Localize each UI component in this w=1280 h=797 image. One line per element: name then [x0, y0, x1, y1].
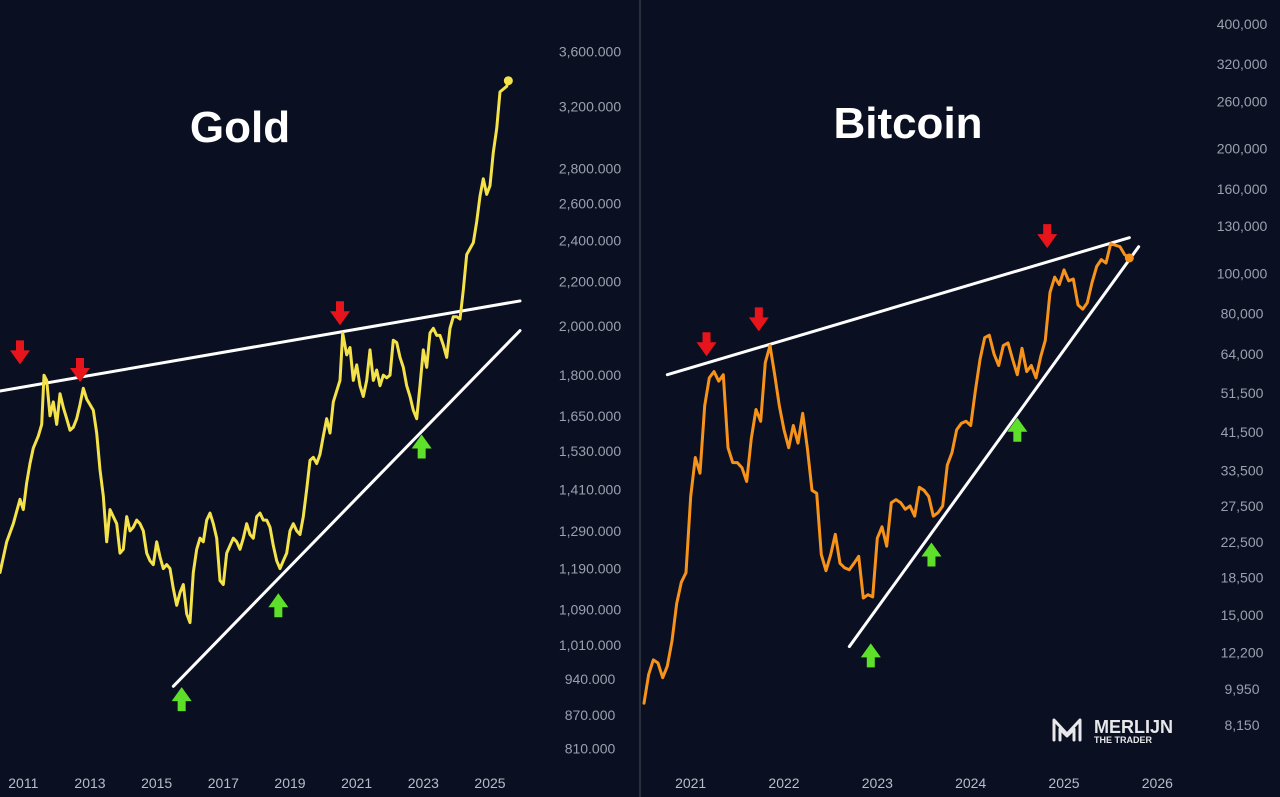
merlijn-m-logo-icon: [1052, 718, 1082, 742]
btc-y-tick-label: 320,000: [1217, 56, 1268, 72]
btc-resistance-trend-line: [665, 236, 1131, 377]
btc-y-tick-label: 8,150: [1224, 717, 1259, 733]
gold-trend-lines: [0, 299, 522, 688]
gold-arrow-markers: [10, 301, 432, 712]
gold-y-tick-label: 1,290.000: [559, 523, 621, 539]
gold-arrow-up-icon: [268, 593, 289, 618]
gold-last-price-dot: [503, 76, 513, 86]
gold-y-tick-label: 3,200.000: [559, 98, 621, 114]
btc-y-tick-label: 100,000: [1217, 265, 1268, 281]
btc-y-tick-label: 18,500: [1221, 569, 1264, 585]
merlijn-logo: MERLIJN THE TRADER: [1052, 717, 1173, 745]
btc-x-tick-label: 2022: [768, 775, 799, 791]
gold-resistance-trend-line: [0, 299, 522, 393]
bitcoin-price-series: [642, 242, 1134, 705]
gold-x-tick-label: 2013: [74, 775, 105, 791]
btc-x-tick-label: 2026: [1142, 775, 1173, 791]
gold-chart-panel: Gold 3,600.000 3,200.000 2,800.000 2,600.00…: [0, 43, 621, 791]
bitcoin-x-axis: 2021 2022 2023 2024 2025 2026: [675, 775, 1173, 791]
btc-y-tick-label: 22,500: [1221, 534, 1264, 550]
btc-arrow-up-icon: [1007, 417, 1028, 442]
gold-y-tick-label: 1,530.000: [559, 443, 621, 459]
gold-x-tick-label: 2025: [474, 775, 505, 791]
gold-y-tick-label: 1,650.000: [559, 408, 621, 424]
gold-y-tick-label: 2,200.000: [559, 273, 621, 289]
gold-price-series: [0, 76, 513, 625]
gold-chart-title: Gold: [190, 103, 290, 152]
gold-x-tick-label: 2017: [208, 775, 239, 791]
gold-y-tick-label: 2,000.000: [559, 318, 621, 334]
btc-arrow-down-icon: [696, 332, 717, 357]
gold-x-tick-label: 2021: [341, 775, 372, 791]
btc-arrow-up-icon: [921, 542, 942, 567]
btc-y-tick-label: 41,500: [1221, 424, 1264, 440]
gold-arrow-up-icon: [171, 687, 192, 712]
btc-y-tick-label: 27,500: [1221, 498, 1264, 514]
gold-x-tick-label: 2011: [8, 775, 38, 791]
btc-y-tick-label: 400,000: [1217, 16, 1268, 32]
bitcoin-chart-panel: Bitcoin 400,000 320,000 260,000 200,000 160,…: [642, 16, 1268, 791]
btc-arrow-up-icon: [860, 643, 881, 668]
logo-tagline: THE TRADER: [1094, 735, 1152, 745]
gold-y-tick-label: 810.000: [565, 740, 616, 756]
btc-support-trend-line: [847, 245, 1141, 649]
btc-arrow-down-icon: [748, 307, 769, 332]
btc-y-tick-label: 200,000: [1217, 141, 1268, 157]
btc-y-tick-label: 80,000: [1221, 306, 1264, 322]
gold-arrow-down-icon: [10, 340, 30, 365]
gold-y-tick-label: 1,410.000: [559, 481, 621, 497]
gold-y-tick-label: 2,800.000: [559, 161, 621, 177]
btc-y-tick-label: 12,200: [1221, 644, 1264, 660]
gold-support-trend-line: [171, 329, 522, 688]
gold-arrow-down-icon: [70, 358, 90, 383]
gold-x-axis: 2011 2013 2015 2017 2019 2021 2023 2025: [8, 775, 506, 791]
gold-y-tick-label: 2,400.000: [559, 233, 621, 249]
gold-price-line: [0, 79, 510, 625]
gold-x-tick-label: 2019: [274, 775, 305, 791]
gold-y-tick-label: 1,090.000: [559, 602, 621, 618]
logo-name: MERLIJN: [1094, 717, 1173, 737]
gold-arrow-down-icon: [330, 301, 350, 326]
gold-y-tick-label: 940.000: [565, 671, 616, 687]
gold-y-tick-label: 1,800.000: [559, 367, 621, 383]
btc-y-tick-label: 64,000: [1221, 346, 1264, 362]
gold-x-tick-label: 2015: [141, 775, 172, 791]
btc-y-tick-label: 9,950: [1224, 681, 1259, 697]
btc-y-tick-label: 15,000: [1221, 607, 1264, 623]
btc-arrow-down-icon: [1037, 224, 1058, 249]
gold-y-tick-label: 870.000: [565, 707, 616, 723]
gold-y-tick-label: 2,600.000: [559, 195, 621, 211]
btc-x-tick-label: 2021: [675, 775, 706, 791]
gold-y-axis: 3,600.000 3,200.000 2,800.000 2,600.000 2,40…: [559, 43, 621, 756]
bitcoin-trend-lines: [665, 236, 1141, 649]
btc-price-line: [642, 242, 1131, 705]
btc-y-tick-label: 260,000: [1217, 93, 1268, 109]
gold-x-tick-label: 2023: [408, 775, 439, 791]
gold-y-tick-label: 1,010.000: [559, 637, 621, 653]
btc-x-tick-label: 2025: [1048, 775, 1079, 791]
bitcoin-chart-title: Bitcoin: [833, 99, 982, 148]
btc-y-tick-label: 160,000: [1217, 181, 1268, 197]
btc-x-tick-label: 2023: [862, 775, 893, 791]
btc-y-tick-label: 130,000: [1217, 218, 1268, 234]
btc-y-tick-label: 33,500: [1221, 462, 1264, 478]
btc-y-tick-label: 51,500: [1221, 385, 1264, 401]
btc-last-price-dot: [1124, 253, 1134, 263]
btc-x-tick-label: 2024: [955, 775, 986, 791]
gold-arrow-up-icon: [411, 434, 432, 459]
gold-y-tick-label: 3,600.000: [559, 43, 621, 59]
bitcoin-y-axis: 400,000 320,000 260,000 200,000 160,000 130,0…: [1217, 16, 1268, 733]
gold-y-tick-label: 1,190.000: [559, 561, 621, 577]
bitcoin-arrow-markers: [696, 224, 1058, 668]
